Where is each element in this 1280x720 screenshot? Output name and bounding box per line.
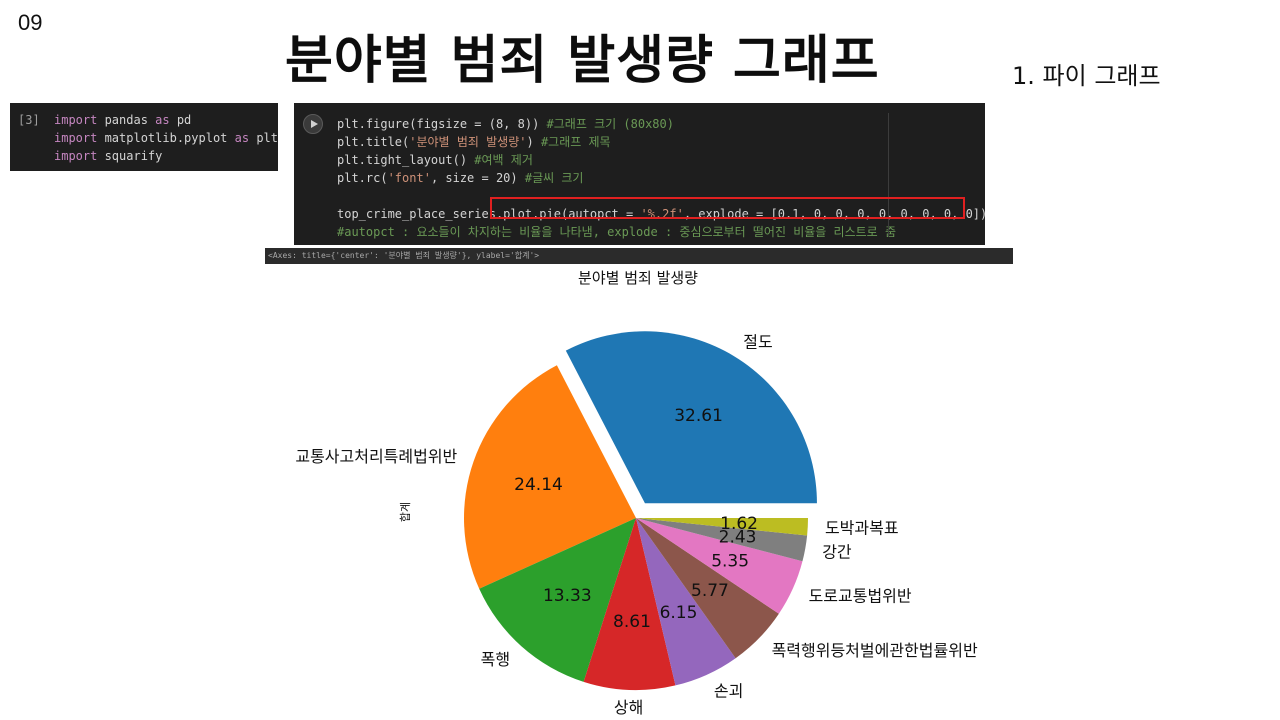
code-line: import squarify [54,149,163,163]
slice-category-label: 상해 [614,698,643,717]
slice-percent-label: 6.15 [660,603,698,623]
chart-title: 분야별 범죄 발생량 [578,269,698,287]
slice-percent-label: 5.77 [691,581,729,601]
code-line: plt.figure(figsize = (8, 8)) #그래프 크기 (80… [337,117,674,131]
slice-percent-label: 13.33 [543,586,592,606]
pie-slice [636,518,808,562]
slice-category-label: 폭행 [481,650,510,669]
slice-category-label: 손괴 [714,681,743,700]
slice-percent-label: 2.43 [719,527,757,547]
pie-slice [479,518,636,682]
slice-percent-label: 8.61 [613,612,651,632]
cell-output-text: <Axes: title={'center': '분야별 범죄 발생량'}, y… [265,248,1013,264]
slice-percent-label: 24.14 [514,475,563,495]
slice-percent-label: 5.35 [711,551,749,571]
slide-title: 분야별 범죄 발생량 그래프 [285,31,880,91]
pie-slice [636,518,808,536]
slice-category-label: 폭력행위등처벌에관한법률위반 [772,641,978,660]
slice-percent-label: 1.62 [720,514,758,534]
slice-category-label: 강간 [822,543,852,562]
slice-category-label: 절도 [743,333,772,352]
import-code-lines: import pandas as pd import matplotlib.py… [54,111,278,165]
pie-slice [636,518,779,659]
code-line: plt.title('분야별 범죄 발생량') #그래프 제목 [337,135,611,149]
pie-slice [565,331,817,504]
slide-number: 09 [18,10,43,35]
code-line: import matplotlib.pyplot as plt [54,131,278,145]
code-line: plt.tight_layout() #여백 제거 [337,153,533,167]
code-line: plt.rc('font', size = 20) #글씨 크기 [337,171,584,185]
play-icon [311,120,318,128]
pie-slice [583,518,676,690]
import-code-cell[interactable]: [3] import pandas as pd import matplotli… [10,103,278,171]
plot-code-cell[interactable]: plt.figure(figsize = (8, 8)) #그래프 크기 (80… [294,103,987,245]
slice-percent-label: 32.61 [674,406,723,426]
slice-category-label: 도박과복표 [825,519,899,538]
run-cell-button[interactable] [303,114,323,134]
pie-slice [636,518,803,614]
cell-execution-count: [3] [18,113,40,127]
slice-category-label: 교통사고처리특례법위반 [295,447,457,466]
code-line: #autopct : 요소들이 차지하는 비율을 나타냄, explode : … [337,225,896,239]
highlight-box [490,197,965,219]
pie-slice [463,365,636,589]
y-axis-label: 합계 [399,502,412,522]
code-line: import pandas as pd [54,113,192,127]
slice-category-label: 도로교통법위반 [809,587,912,606]
pie-slice [636,518,736,686]
editor-ruler [888,113,889,237]
slide-subtitle: 1. 파이 그래프 [1012,62,1161,90]
